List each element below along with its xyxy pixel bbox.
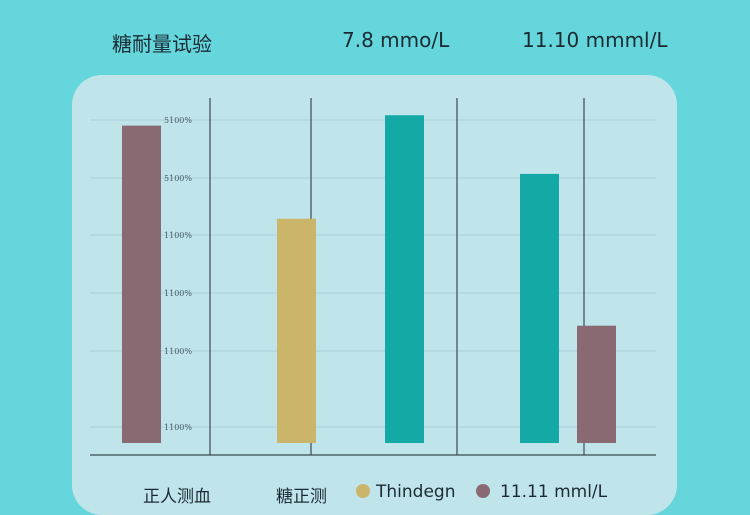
- bar-3: [385, 115, 424, 443]
- bar-4: [520, 173, 559, 443]
- stat-threshold-1: 7.8 mmo/L: [342, 28, 450, 52]
- legend-label-2: 11.11 mml/L: [500, 482, 608, 502]
- stat-threshold-2: 11.10 mmml/L: [522, 28, 668, 52]
- y-tick-label: 5100%: [164, 116, 192, 125]
- bar-chart: 5100% 5100% 1100% 1100% 1100% 1100%: [90, 98, 656, 456]
- bar-5: [577, 325, 616, 443]
- category-label-2: 糖正测: [276, 487, 327, 507]
- bar-2: [277, 218, 316, 443]
- y-tick-label: 5100%: [164, 174, 192, 183]
- category-label-1: 正人测血: [143, 487, 211, 507]
- legend-swatch-2: [476, 484, 490, 498]
- legend-label-1: Thindegn: [376, 482, 456, 502]
- bar-1: [122, 125, 161, 443]
- chart-panel: [72, 75, 677, 515]
- chart-title: 糖耐量试验: [112, 32, 212, 56]
- y-tick-label: 1100%: [164, 347, 192, 356]
- y-tick-label: 1100%: [164, 423, 192, 432]
- legend-swatch-1: [356, 484, 370, 498]
- y-tick-label: 1100%: [164, 289, 192, 298]
- y-tick-label: 1100%: [164, 231, 192, 240]
